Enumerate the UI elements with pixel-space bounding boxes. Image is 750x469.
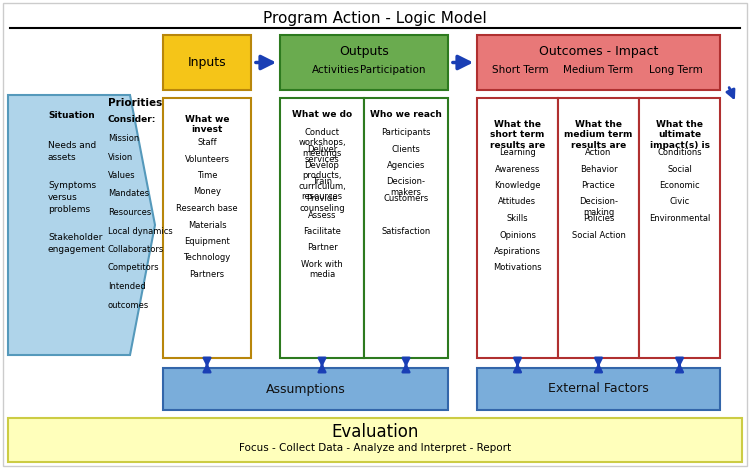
Text: What we
invest: What we invest — [184, 115, 230, 135]
Text: Participants: Participants — [381, 128, 430, 137]
Text: Develop
products,
curriculum,
resources: Develop products, curriculum, resources — [298, 161, 346, 201]
Text: problems: problems — [48, 204, 90, 213]
Text: Priorities: Priorities — [108, 98, 162, 108]
Text: outcomes: outcomes — [108, 301, 149, 310]
Text: Economic: Economic — [659, 181, 700, 190]
Text: Technology: Technology — [183, 254, 231, 263]
Bar — [477, 98, 558, 358]
Text: Focus - Collect Data - Analyze and Interpret - Report: Focus - Collect Data - Analyze and Inter… — [239, 443, 511, 453]
Text: Behavior: Behavior — [580, 165, 617, 174]
Text: Policies: Policies — [583, 214, 614, 223]
Text: Symptoms: Symptoms — [48, 181, 96, 189]
Text: Satisfaction: Satisfaction — [381, 227, 430, 236]
Text: What the
ultimate
impact(s) is: What the ultimate impact(s) is — [650, 120, 710, 150]
Text: Decision-
makers: Decision- makers — [386, 177, 425, 197]
Text: Opinions: Opinions — [499, 230, 536, 240]
Bar — [280, 35, 448, 90]
Text: Short Term: Short Term — [493, 65, 549, 75]
Text: Local dynamics: Local dynamics — [108, 227, 172, 235]
Text: Facilitate: Facilitate — [303, 227, 341, 236]
Text: Conditions: Conditions — [657, 148, 702, 157]
Bar — [163, 35, 251, 90]
Bar — [8, 418, 742, 462]
Text: What we do: What we do — [292, 110, 352, 119]
Bar — [558, 98, 639, 358]
Text: Social: Social — [667, 165, 692, 174]
Text: Volunteers: Volunteers — [184, 154, 230, 164]
Text: Resources: Resources — [108, 208, 152, 217]
Text: Practice: Practice — [582, 181, 615, 190]
Text: Action: Action — [585, 148, 612, 157]
Text: Motivations: Motivations — [494, 264, 542, 272]
Bar — [163, 368, 448, 410]
Text: Money: Money — [193, 188, 221, 197]
Text: Competitors: Competitors — [108, 264, 160, 272]
Text: Mandates: Mandates — [108, 189, 149, 198]
Text: Train: Train — [312, 177, 332, 187]
Text: Assumptions: Assumptions — [266, 383, 345, 395]
Text: Partners: Partners — [190, 270, 224, 279]
Text: Mission: Mission — [108, 134, 140, 143]
Text: Deliver
services: Deliver services — [304, 144, 339, 164]
Text: Inputs: Inputs — [188, 56, 226, 69]
Text: Conduct
workshops,
meetings: Conduct workshops, meetings — [298, 128, 346, 158]
Text: Awareness: Awareness — [495, 165, 540, 174]
Text: Environmental: Environmental — [649, 214, 710, 223]
Text: Clients: Clients — [392, 144, 421, 153]
Text: versus: versus — [48, 192, 78, 202]
Bar — [477, 35, 720, 90]
Bar — [639, 98, 720, 358]
Text: Values: Values — [108, 171, 136, 180]
Text: Skills: Skills — [507, 214, 528, 223]
Text: Agencies: Agencies — [387, 161, 425, 170]
Text: Intended: Intended — [108, 282, 146, 291]
Text: Social Action: Social Action — [572, 230, 626, 240]
Text: Aspirations: Aspirations — [494, 247, 541, 256]
Polygon shape — [8, 95, 155, 355]
Text: Research base: Research base — [176, 204, 238, 213]
Text: Consider:: Consider: — [108, 115, 156, 124]
Text: Civic: Civic — [669, 197, 690, 206]
Text: Partner: Partner — [307, 243, 338, 252]
Text: Who we reach: Who we reach — [370, 110, 442, 119]
Text: What the
medium term
results are: What the medium term results are — [564, 120, 633, 150]
Text: Long Term: Long Term — [650, 65, 704, 75]
Text: engagement: engagement — [48, 245, 106, 255]
Text: Activities: Activities — [311, 65, 359, 75]
Text: Materials: Materials — [188, 220, 226, 229]
Text: What the
short term
results are: What the short term results are — [490, 120, 545, 150]
Text: External Factors: External Factors — [548, 383, 649, 395]
Text: Outcomes - Impact: Outcomes - Impact — [538, 45, 658, 58]
Text: Participation: Participation — [360, 65, 425, 75]
Text: Equipment: Equipment — [184, 237, 230, 246]
Bar — [364, 98, 448, 358]
Text: Attitudes: Attitudes — [499, 197, 536, 206]
Text: Program Action - Logic Model: Program Action - Logic Model — [263, 10, 487, 25]
Text: Collaborators: Collaborators — [108, 245, 164, 254]
Text: Work with
media: Work with media — [301, 260, 343, 280]
Text: Assess: Assess — [308, 211, 336, 219]
Text: Evaluation: Evaluation — [332, 423, 419, 441]
Bar — [477, 368, 720, 410]
Text: Outputs: Outputs — [339, 45, 388, 58]
Text: Medium Term: Medium Term — [563, 65, 634, 75]
Text: Stakeholder: Stakeholder — [48, 234, 102, 242]
Text: assets: assets — [48, 153, 76, 162]
Text: Provide
counseling: Provide counseling — [299, 194, 345, 213]
Text: Decision-
making: Decision- making — [579, 197, 618, 217]
Text: Learning: Learning — [500, 148, 536, 157]
Bar — [163, 98, 251, 358]
Text: Time: Time — [196, 171, 217, 180]
Text: Staff: Staff — [197, 138, 217, 147]
Text: Situation: Situation — [48, 111, 94, 120]
Bar — [280, 98, 364, 358]
Text: Needs and: Needs and — [48, 141, 96, 150]
Text: Customers: Customers — [383, 194, 429, 203]
Text: Vision: Vision — [108, 152, 134, 161]
Text: Knowledge: Knowledge — [494, 181, 541, 190]
